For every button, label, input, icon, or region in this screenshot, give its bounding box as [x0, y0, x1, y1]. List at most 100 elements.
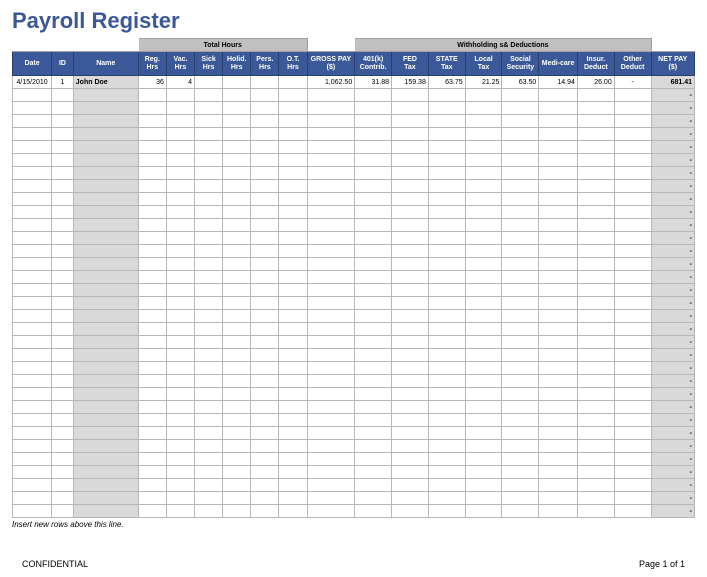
- cell-net: -: [651, 232, 694, 245]
- cell-date: [13, 245, 52, 258]
- cell-state: [428, 258, 465, 271]
- cell-401k: [355, 167, 392, 180]
- footer-confidential: CONFIDENTIAL: [22, 559, 88, 569]
- cell-vac_hrs: [166, 323, 194, 336]
- cell-holid_hrs: [223, 440, 251, 453]
- cell-pers_hrs: [251, 284, 279, 297]
- cell-date: [13, 479, 52, 492]
- cell-date: [13, 232, 52, 245]
- cell-reg_hrs: [138, 102, 166, 115]
- cell-fed: [392, 492, 429, 505]
- cell-other: [614, 310, 651, 323]
- cell-name: [73, 271, 138, 284]
- cell-insur: [577, 505, 614, 518]
- cell-medi: [539, 492, 578, 505]
- cell-date: [13, 440, 52, 453]
- cell-sick_hrs: [195, 375, 223, 388]
- cell-local: [465, 310, 502, 323]
- cell-reg_hrs: [138, 180, 166, 193]
- table-row: -: [13, 440, 695, 453]
- cell-fed: [392, 206, 429, 219]
- cell-name: [73, 102, 138, 115]
- cell-gross: [307, 375, 355, 388]
- cell-sick_hrs: [195, 219, 223, 232]
- cell-insur: [577, 128, 614, 141]
- col-header-net: NET PAY($): [651, 52, 694, 76]
- cell-gross: 1,062.50: [307, 76, 355, 89]
- group-total-hours: Total Hours: [138, 39, 307, 52]
- cell-insur: [577, 401, 614, 414]
- cell-holid_hrs: [223, 414, 251, 427]
- cell-vac_hrs: [166, 362, 194, 375]
- cell-local: [465, 323, 502, 336]
- cell-medi: [539, 401, 578, 414]
- cell-state: [428, 323, 465, 336]
- cell-date: [13, 297, 52, 310]
- cell-id: [52, 206, 74, 219]
- cell-reg_hrs: [138, 141, 166, 154]
- col-header-reg_hrs: Reg.Hrs: [138, 52, 166, 76]
- cell-gross: [307, 206, 355, 219]
- cell-state: [428, 453, 465, 466]
- cell-other: [614, 245, 651, 258]
- cell-insur: [577, 349, 614, 362]
- table-row: -: [13, 323, 695, 336]
- cell-date: [13, 414, 52, 427]
- cell-net: -: [651, 297, 694, 310]
- cell-insur: [577, 362, 614, 375]
- cell-ss: [502, 258, 539, 271]
- cell-name: [73, 180, 138, 193]
- cell-ot_hrs: [279, 193, 307, 206]
- cell-insur: 26.00: [577, 76, 614, 89]
- cell-name: [73, 427, 138, 440]
- cell-medi: [539, 206, 578, 219]
- cell-local: [465, 154, 502, 167]
- cell-net: -: [651, 167, 694, 180]
- cell-name: [73, 440, 138, 453]
- cell-holid_hrs: [223, 479, 251, 492]
- col-header-fed: FEDTax: [392, 52, 429, 76]
- cell-net: -: [651, 466, 694, 479]
- cell-name: [73, 141, 138, 154]
- cell-holid_hrs: [223, 115, 251, 128]
- cell-net: 681.41: [651, 76, 694, 89]
- cell-id: [52, 310, 74, 323]
- cell-date: [13, 492, 52, 505]
- cell-fed: [392, 258, 429, 271]
- cell-state: [428, 271, 465, 284]
- cell-ss: [502, 388, 539, 401]
- cell-ss: [502, 193, 539, 206]
- cell-date: [13, 193, 52, 206]
- cell-ot_hrs: [279, 89, 307, 102]
- cell-medi: [539, 180, 578, 193]
- cell-id: [52, 336, 74, 349]
- cell-401k: [355, 336, 392, 349]
- cell-sick_hrs: [195, 492, 223, 505]
- col-header-other: OtherDeduct: [614, 52, 651, 76]
- cell-insur: [577, 89, 614, 102]
- cell-ot_hrs: [279, 323, 307, 336]
- cell-reg_hrs: [138, 453, 166, 466]
- cell-net: -: [651, 206, 694, 219]
- cell-id: [52, 245, 74, 258]
- cell-holid_hrs: [223, 219, 251, 232]
- cell-sick_hrs: [195, 401, 223, 414]
- cell-ot_hrs: [279, 284, 307, 297]
- cell-pers_hrs: [251, 362, 279, 375]
- cell-gross: [307, 193, 355, 206]
- cell-vac_hrs: [166, 115, 194, 128]
- cell-vac_hrs: [166, 232, 194, 245]
- cell-401k: [355, 479, 392, 492]
- cell-name: [73, 219, 138, 232]
- col-header-holid_hrs: Holid.Hrs: [223, 52, 251, 76]
- cell-ot_hrs: [279, 102, 307, 115]
- cell-401k: [355, 388, 392, 401]
- cell-ss: [502, 505, 539, 518]
- cell-other: [614, 505, 651, 518]
- cell-net: -: [651, 271, 694, 284]
- cell-gross: [307, 167, 355, 180]
- cell-vac_hrs: [166, 180, 194, 193]
- cell-insur: [577, 466, 614, 479]
- col-header-name: Name: [73, 52, 138, 76]
- cell-holid_hrs: [223, 76, 251, 89]
